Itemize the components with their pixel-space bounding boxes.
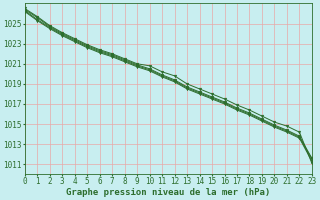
X-axis label: Graphe pression niveau de la mer (hPa): Graphe pression niveau de la mer (hPa) bbox=[66, 188, 270, 197]
